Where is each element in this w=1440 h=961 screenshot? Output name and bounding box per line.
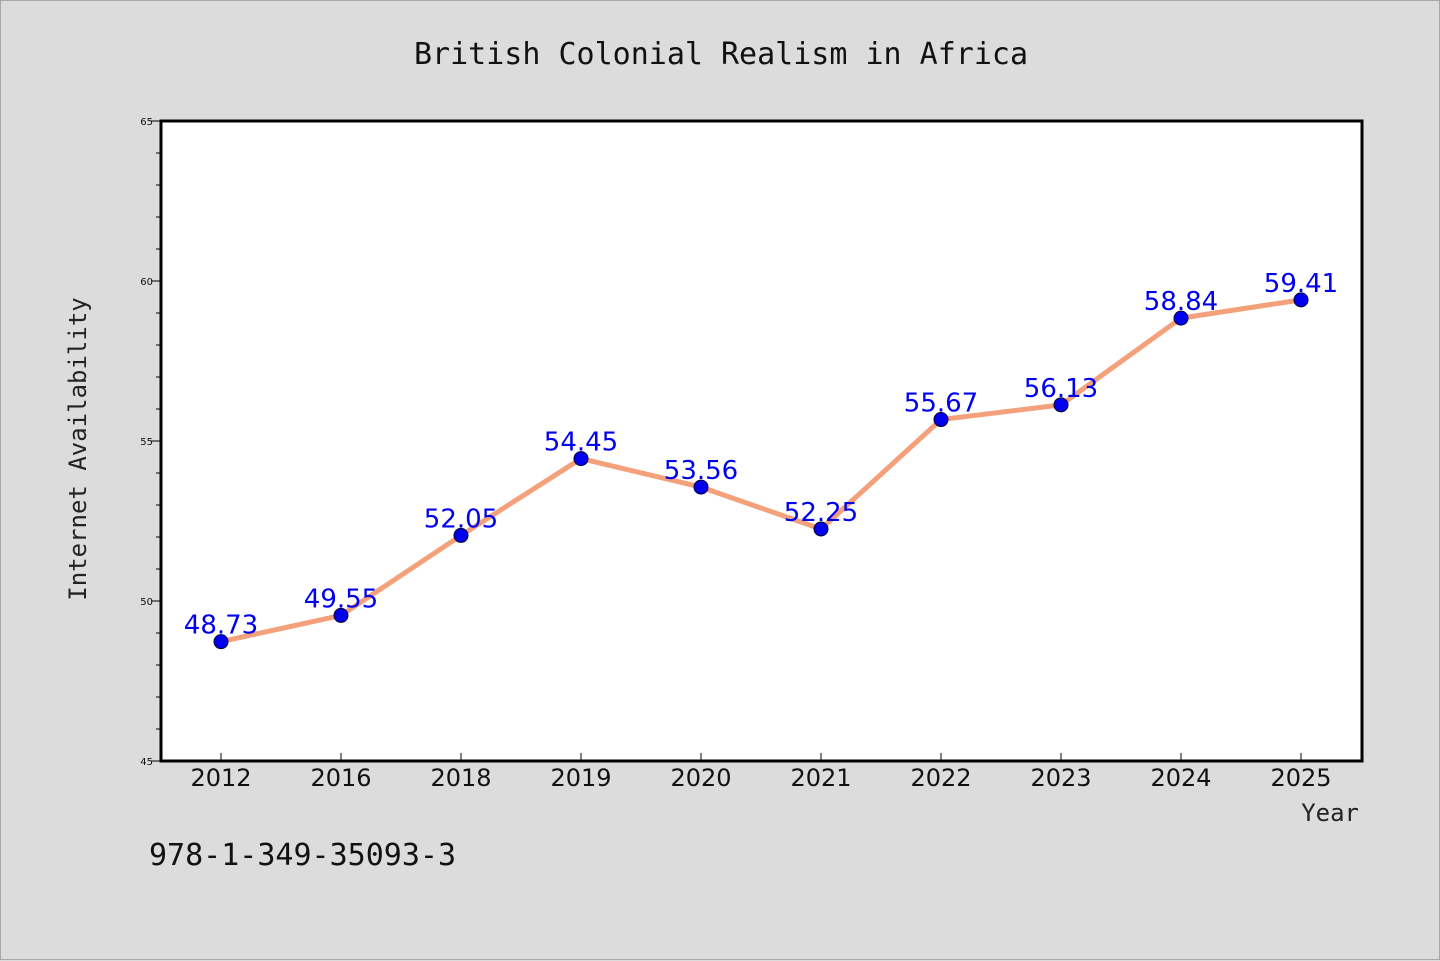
x-tick-label: 2021 bbox=[790, 764, 851, 792]
data-point-label: 55.67 bbox=[904, 389, 978, 419]
data-point-label: 52.25 bbox=[784, 498, 858, 528]
data-point-label: 59.41 bbox=[1264, 269, 1338, 299]
data-point-label: 49.55 bbox=[304, 584, 378, 614]
plot-area bbox=[161, 121, 1362, 761]
data-points bbox=[213, 292, 1309, 650]
y-axis-label: Internet Availability bbox=[64, 297, 92, 600]
x-tick-label: 2019 bbox=[550, 764, 611, 792]
data-point-label: 52.05 bbox=[424, 504, 498, 534]
series-line bbox=[218, 297, 1304, 645]
y-tick-label: 60 bbox=[140, 277, 153, 288]
data-point-marker bbox=[1173, 310, 1189, 326]
data-point-marker bbox=[1053, 397, 1069, 413]
y-tick-label: 65 bbox=[140, 117, 153, 128]
x-tick-label: 2022 bbox=[910, 764, 971, 792]
data-point-marker bbox=[813, 521, 829, 537]
isbn-text: 978-1-349-35093-3 bbox=[149, 838, 456, 873]
y-tick-label: 55 bbox=[140, 437, 153, 448]
y-tick-label: 45 bbox=[140, 757, 153, 768]
data-labels: 48.73 49.55 52.05 54.45 53.56 52.25 55.67 56.13… bbox=[184, 269, 1338, 641]
plot-frame bbox=[159, 119, 1364, 763]
x-tick-label: 2018 bbox=[430, 764, 491, 792]
data-point-marker bbox=[933, 412, 949, 428]
x-tick-label: 2016 bbox=[310, 764, 371, 792]
x-tick-label: 2025 bbox=[1270, 764, 1331, 792]
y-tick-label: 50 bbox=[140, 597, 153, 608]
x-axis-label: Year bbox=[1301, 799, 1359, 827]
data-point-label: 54.45 bbox=[544, 428, 618, 458]
x-tick-label: 2012 bbox=[190, 764, 251, 792]
x-tick-label: 2024 bbox=[1150, 764, 1211, 792]
data-point-marker bbox=[1293, 292, 1309, 308]
x-tick-label: 2020 bbox=[670, 764, 731, 792]
data-point-label: 56.13 bbox=[1024, 374, 1098, 404]
data-point-marker bbox=[573, 451, 589, 467]
y-axis-ticks: 45 50 55 60 65 bbox=[140, 117, 161, 768]
data-point-marker bbox=[453, 527, 469, 543]
data-point-marker bbox=[333, 607, 349, 623]
data-point-marker bbox=[693, 479, 709, 495]
data-point-marker bbox=[213, 634, 229, 650]
x-tick-label: 2023 bbox=[1030, 764, 1091, 792]
chart-title: British Colonial Realism in Africa bbox=[414, 37, 1028, 72]
data-point-label: 48.73 bbox=[184, 611, 258, 641]
data-point-label: 58.84 bbox=[1144, 287, 1218, 317]
x-axis-ticks: 2012 2016 2018 2019 2020 2021 2022 2023 2024 2025 bbox=[190, 753, 1332, 792]
data-point-label: 53.56 bbox=[664, 456, 738, 486]
